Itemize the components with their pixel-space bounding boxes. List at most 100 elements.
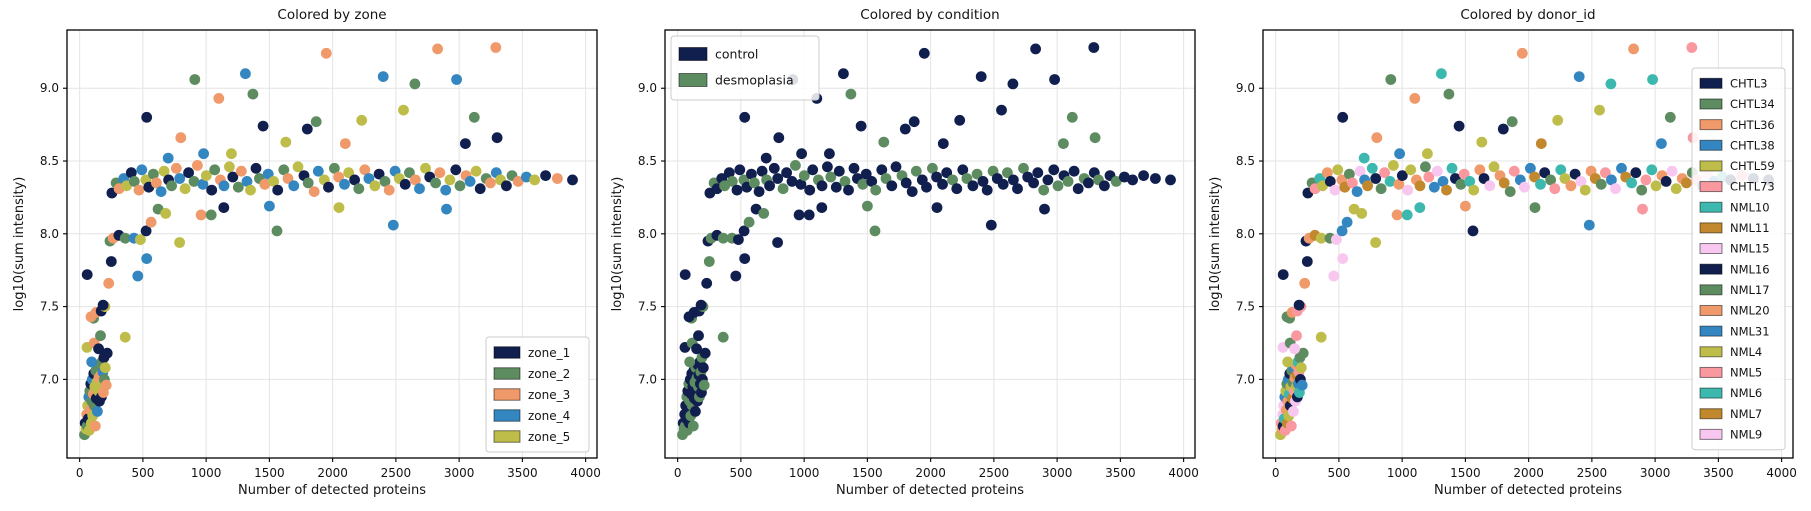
scatter-point — [1508, 165, 1520, 177]
scatter-point — [218, 180, 230, 192]
legend-box — [670, 35, 820, 101]
scatter-point — [383, 184, 395, 196]
y-tick-label: 7.0 — [1236, 372, 1255, 386]
scatter-point — [93, 343, 104, 355]
scatter-point — [1296, 379, 1308, 391]
scatter-point — [399, 178, 411, 190]
scatter-point — [866, 176, 878, 187]
x-tick-label: 1500 — [254, 466, 285, 480]
legend-swatch — [1699, 284, 1723, 296]
scatter-point — [140, 225, 152, 237]
scatter-point — [1637, 203, 1648, 215]
scatter-point — [1468, 184, 1480, 196]
scatter-point — [822, 161, 833, 173]
legend-label: NML17 — [1730, 283, 1770, 297]
scatter-point — [695, 299, 707, 311]
y-tick-label: 9.0 — [638, 81, 657, 95]
legend-swatch — [493, 409, 521, 422]
scatter-point — [1285, 420, 1297, 432]
scatter-point — [1394, 148, 1405, 160]
scatter-point — [1460, 200, 1471, 212]
scatter-point — [292, 161, 304, 173]
scatter-point — [552, 173, 563, 184]
scatter-point — [1529, 171, 1540, 183]
scatter-point — [1379, 167, 1390, 179]
scatter-point — [1595, 178, 1607, 190]
scatter-point — [1293, 299, 1305, 311]
scatter-point — [1347, 177, 1358, 189]
scatter-point — [441, 203, 452, 215]
legend-label: NML20 — [1730, 304, 1770, 318]
scatter-point — [1332, 164, 1344, 176]
legend-swatch — [1699, 201, 1723, 213]
x-tick-label: 1500 — [852, 466, 883, 480]
scatter-point — [410, 174, 421, 186]
scatter-point — [485, 177, 496, 189]
y-tick-label: 8.5 — [40, 154, 59, 168]
scatter-point — [133, 184, 145, 196]
x-tick-label: 500 — [131, 466, 154, 480]
scatter-point — [816, 180, 828, 192]
scatter-point — [148, 168, 159, 180]
scatter-point — [843, 184, 854, 196]
scatter-point — [1007, 78, 1019, 90]
scatter-point — [310, 116, 322, 128]
scatter-point — [1301, 256, 1313, 267]
scatter-point — [910, 165, 922, 177]
scatter-point — [996, 104, 1007, 116]
scatter-point — [1488, 161, 1500, 173]
scatter-point — [1289, 343, 1300, 355]
y-tick-label: 7.0 — [40, 372, 59, 386]
legend-swatch — [1699, 408, 1723, 420]
scatter-point — [830, 181, 842, 193]
scatter-point — [1616, 162, 1627, 174]
scatter-point — [420, 162, 431, 174]
scatter-point — [1366, 162, 1378, 174]
legend-label: NML6 — [1730, 386, 1762, 400]
x-axis-label: Number of detected proteins — [1434, 483, 1622, 498]
scatter-point — [795, 178, 807, 190]
legend-swatch — [493, 346, 521, 359]
scatter-point — [699, 347, 711, 359]
axis-ticks: 0 500 1000 1500 2000 2500 3000 3500 4000 7.0 7.5 8.… — [638, 81, 1199, 480]
scatter-point — [1337, 111, 1349, 123]
scatter-point — [105, 256, 117, 267]
scatter-point — [1337, 253, 1349, 264]
axis-ticks: 0 500 1000 1500 2000 2500 3000 3500 4000 7.0 7.5 8.… — [40, 81, 601, 480]
axes-background — [665, 30, 1195, 458]
scatter-point — [1336, 225, 1348, 237]
panel-title: Colored by zone — [277, 7, 386, 23]
scatter-point — [404, 167, 415, 179]
scatter-point — [1606, 174, 1617, 186]
scatter-point — [838, 68, 849, 80]
scatter-point — [97, 299, 109, 311]
scatter-point — [188, 176, 200, 187]
x-tick-label: 1500 — [1450, 466, 1481, 480]
scatter-point — [743, 216, 755, 228]
scatter-point — [1110, 176, 1122, 187]
scatter-point — [1329, 184, 1341, 196]
scatter-point — [135, 234, 146, 246]
scatter-point — [1545, 174, 1556, 186]
scatter-point — [862, 200, 873, 212]
legend-swatch — [1699, 119, 1723, 131]
scatter-point — [468, 111, 480, 123]
scatter-point — [845, 88, 857, 100]
scatter-point — [1030, 43, 1041, 55]
scatter-point — [1002, 167, 1013, 179]
scatter-point — [1062, 176, 1074, 187]
legend-label: NML4 — [1730, 345, 1762, 359]
scatter-point — [141, 253, 153, 264]
scatter-point — [1565, 180, 1577, 192]
legend-swatch — [1699, 243, 1723, 255]
legend-swatch — [1699, 366, 1723, 378]
scatter-point — [136, 164, 148, 176]
legend-swatch — [678, 47, 708, 61]
scatter-point — [430, 177, 441, 189]
scatter-point — [857, 178, 869, 190]
scatter-point — [1605, 78, 1617, 90]
scatter-point — [333, 171, 344, 183]
scatter-point — [1646, 164, 1658, 176]
scatter-point — [918, 47, 930, 59]
scatter-point — [1630, 167, 1642, 179]
